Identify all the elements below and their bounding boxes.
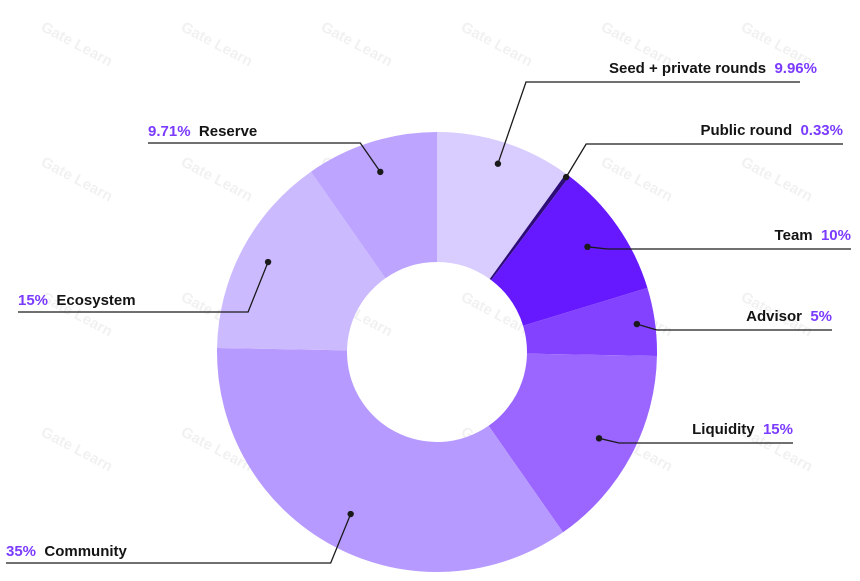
slice-label-advisor: Advisor 5% bbox=[746, 308, 832, 325]
slice-pct-liquidity: 15% bbox=[763, 421, 793, 438]
slice-label-team: Team 10% bbox=[775, 227, 851, 244]
leader-line-seed-private-rounds bbox=[497, 81, 800, 164]
slice-label-community: 35% Community bbox=[6, 543, 128, 560]
leader-dot-team bbox=[584, 243, 591, 251]
slice-ecosystem bbox=[217, 171, 386, 351]
leader-line-advisor bbox=[636, 323, 832, 331]
leader-dot-community bbox=[347, 510, 354, 518]
slice-name-community: Community bbox=[44, 543, 127, 560]
slice-reserve bbox=[310, 132, 437, 279]
watermark-text: Gate Learn bbox=[598, 154, 675, 206]
slice-label-reserve: 9.71% Reserve bbox=[148, 123, 257, 140]
slice-label-public-round: Public round 0.33% bbox=[700, 122, 843, 139]
leader-dot-seed-private-rounds bbox=[494, 160, 502, 167]
leader-line-ecosystem bbox=[18, 261, 269, 313]
donut-slices bbox=[216, 132, 658, 572]
slice-public-round bbox=[489, 173, 570, 281]
watermark-text: Gate Learn bbox=[178, 154, 255, 206]
slice-label-liquidity: Liquidity 15% bbox=[692, 421, 793, 438]
slice-pct-community: 35% bbox=[6, 543, 36, 560]
leader-line-reserve bbox=[148, 142, 381, 173]
watermark-text: Gate Learn bbox=[38, 154, 115, 206]
slice-pct-reserve: 9.71% bbox=[148, 123, 191, 140]
leader-line-community bbox=[6, 513, 352, 564]
slice-pct-public-round: 0.33% bbox=[800, 122, 843, 139]
leader-line-team bbox=[587, 246, 851, 250]
slice-pct-seed-private-rounds: 9.96% bbox=[774, 60, 817, 77]
slice-community bbox=[216, 347, 564, 572]
watermark-text: Gate Learn bbox=[178, 19, 255, 71]
slice-pct-advisor: 5% bbox=[810, 308, 832, 325]
slice-name-liquidity: Liquidity bbox=[692, 421, 755, 438]
slice-pct-team: 10% bbox=[821, 227, 851, 244]
slice-name-team: Team bbox=[775, 227, 813, 244]
slice-labels: Seed + private rounds 9.96% Public round … bbox=[6, 60, 851, 560]
slice-label-seed-private-rounds: Seed + private rounds 9.96% bbox=[609, 60, 817, 77]
leader-dot-advisor bbox=[633, 320, 641, 328]
slice-liquidity bbox=[488, 353, 657, 533]
slice-advisor bbox=[523, 287, 658, 357]
watermark-text: Gate Learn bbox=[38, 19, 115, 71]
slice-name-seed-private-rounds: Seed + private rounds bbox=[609, 60, 766, 77]
watermark-text: Gate Learn bbox=[318, 19, 395, 71]
slice-seed-private-rounds bbox=[437, 132, 566, 280]
slice-name-advisor: Advisor bbox=[746, 308, 802, 325]
leader-dot-public-round bbox=[562, 173, 570, 181]
leader-dot-liquidity bbox=[595, 435, 603, 442]
leader-line-liquidity bbox=[598, 437, 793, 444]
watermark-text: Gate Learn bbox=[458, 19, 535, 71]
slice-name-public-round: Public round bbox=[700, 122, 792, 139]
watermark-text: Gate Learn bbox=[38, 424, 115, 476]
leader-line-public-round bbox=[565, 143, 843, 178]
watermark-text: Gate Learn bbox=[738, 154, 815, 206]
slice-label-ecosystem: 15% Ecosystem bbox=[18, 292, 136, 309]
slice-team bbox=[491, 176, 648, 326]
leader-dot-reserve bbox=[377, 168, 384, 176]
leader-lines bbox=[6, 81, 851, 564]
leader-dot-ecosystem bbox=[264, 258, 272, 266]
slice-pct-ecosystem: 15% bbox=[18, 292, 48, 309]
slice-name-ecosystem: Ecosystem bbox=[56, 292, 135, 309]
slice-name-reserve: Reserve bbox=[199, 123, 257, 140]
